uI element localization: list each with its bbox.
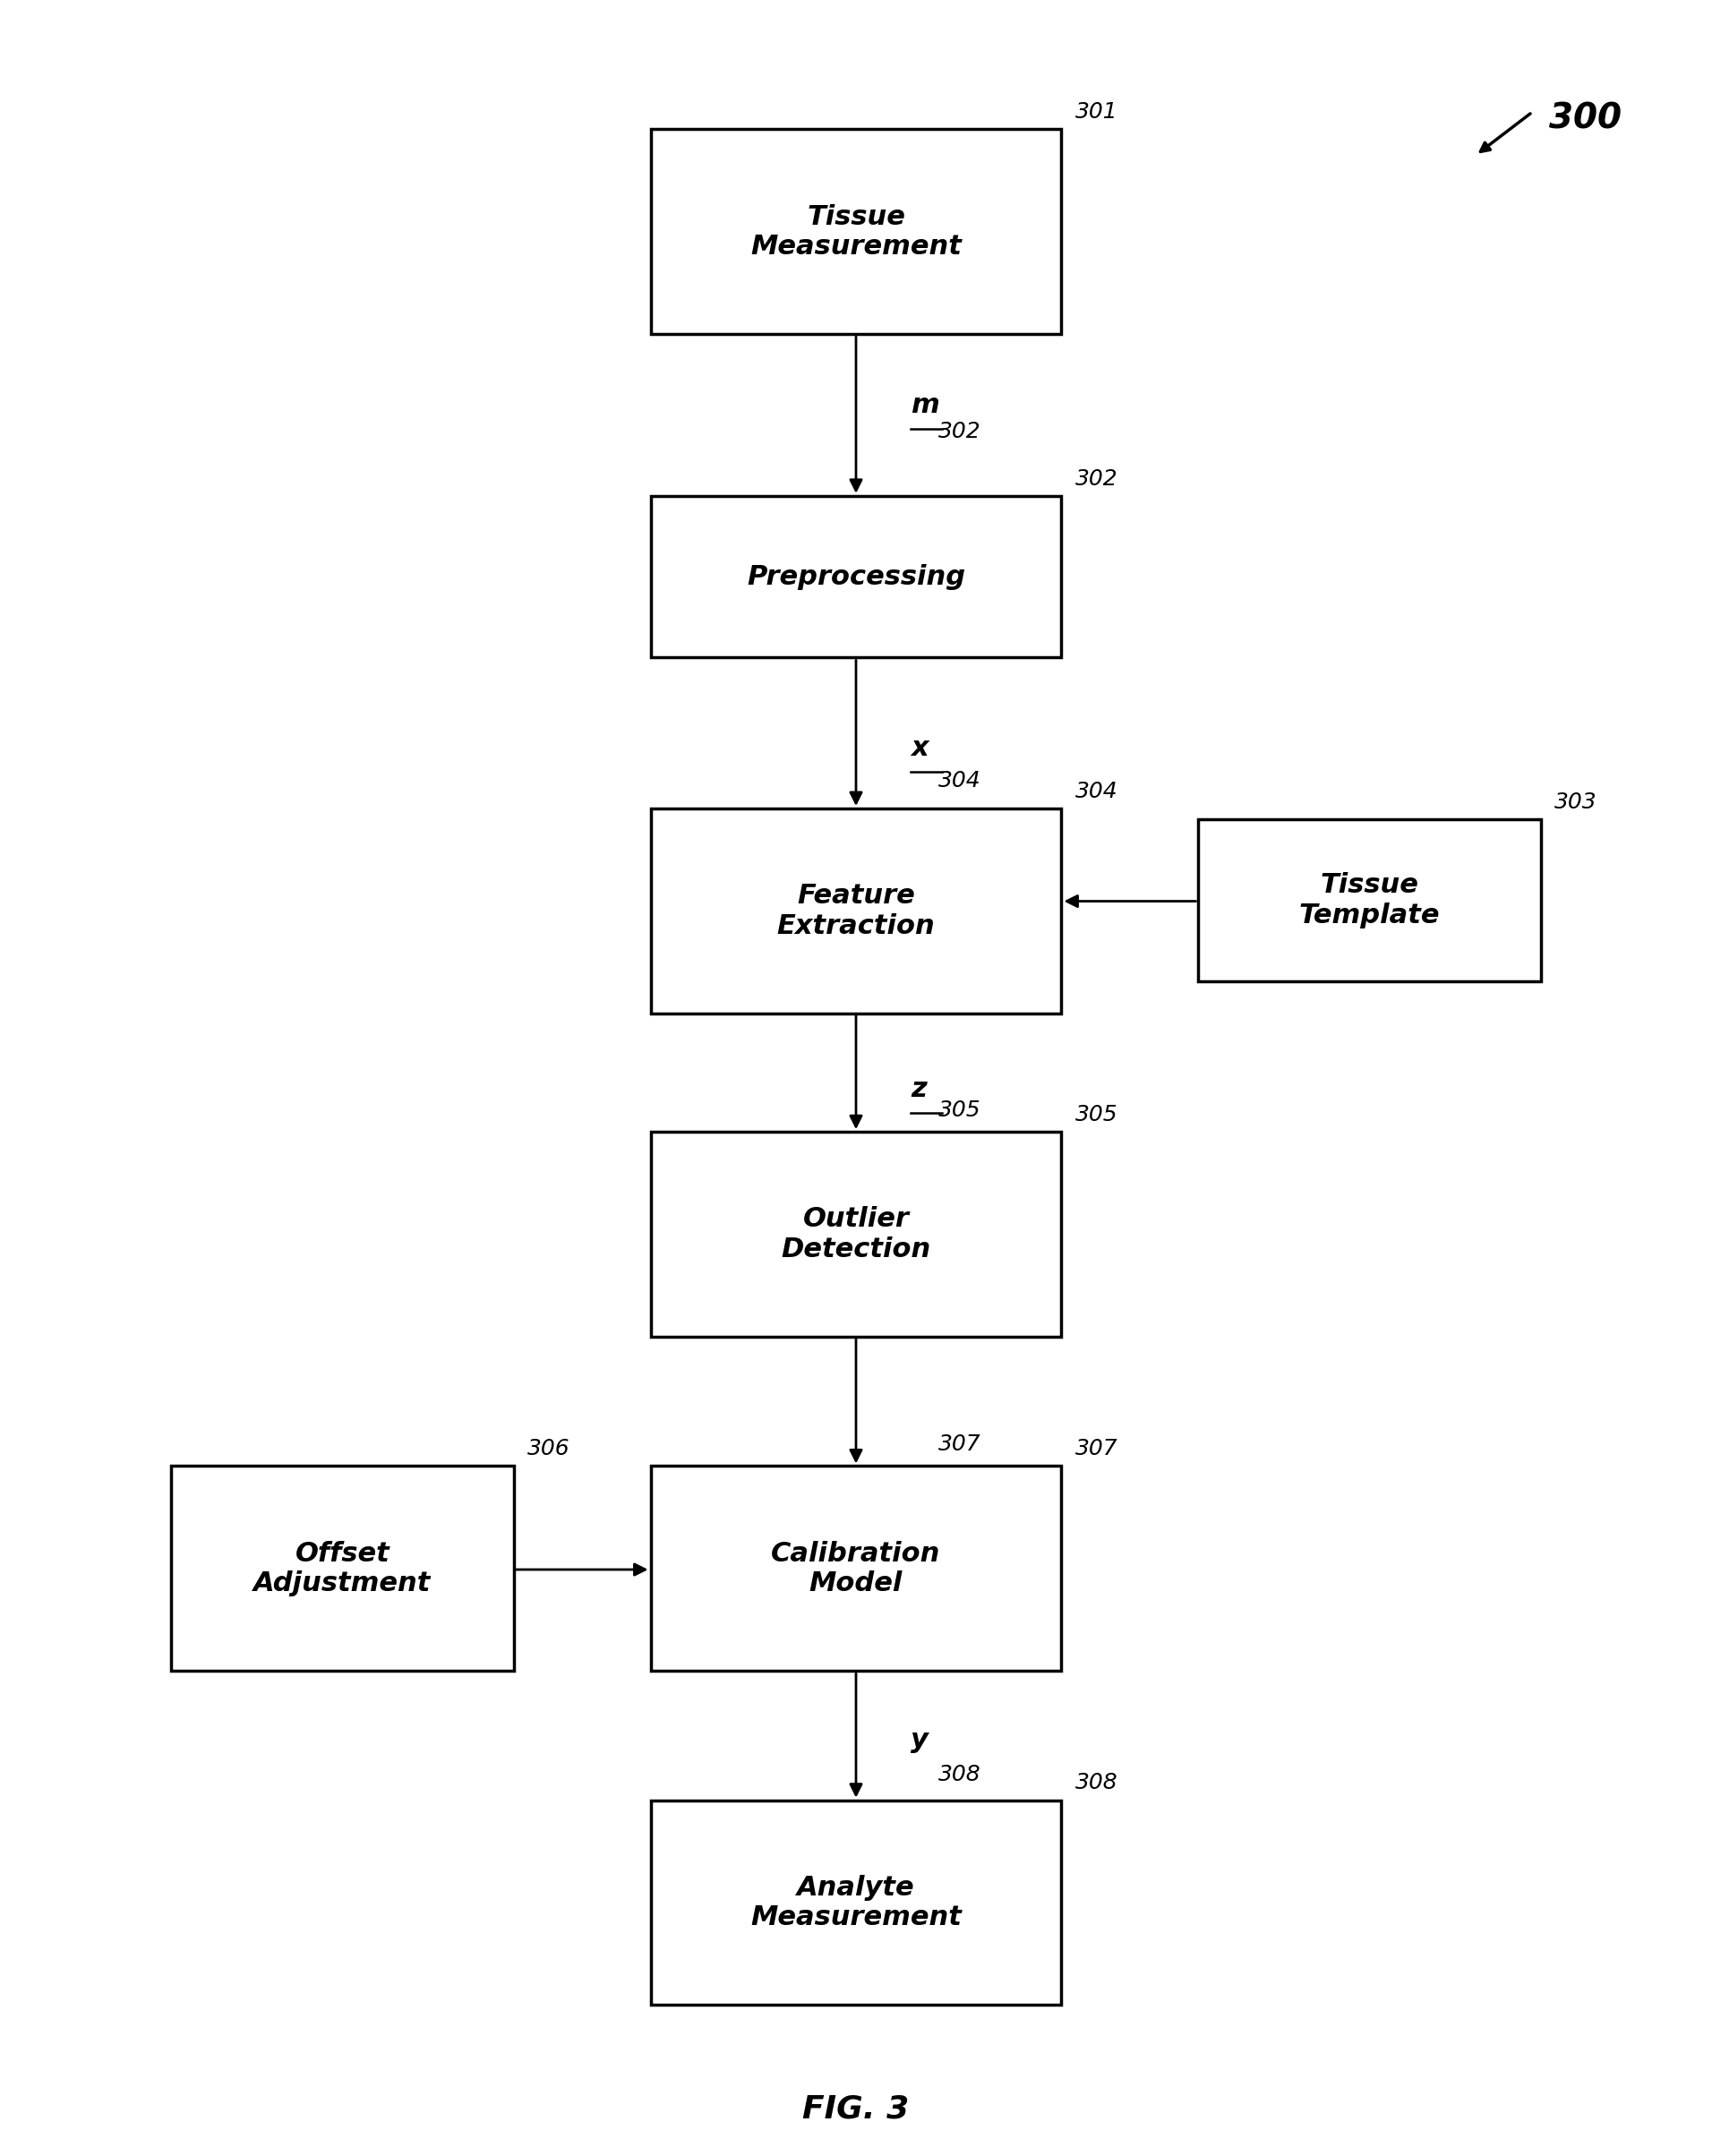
Text: m: m [911,392,940,418]
FancyBboxPatch shape [651,1466,1061,1671]
Text: 305: 305 [938,1100,981,1121]
FancyBboxPatch shape [651,496,1061,658]
Text: y: y [911,1727,928,1753]
Text: Analyte
Measurement: Analyte Measurement [750,1876,962,1930]
FancyBboxPatch shape [1198,819,1541,981]
Text: 302: 302 [938,420,981,442]
Text: 308: 308 [1075,1772,1118,1794]
Text: z: z [911,1076,926,1102]
Text: 307: 307 [1075,1438,1118,1460]
FancyBboxPatch shape [651,808,1061,1013]
Text: 308: 308 [938,1764,981,1785]
Text: Offset
Adjustment: Offset Adjustment [253,1542,431,1595]
Text: x: x [911,735,928,761]
FancyBboxPatch shape [651,1800,1061,2005]
Text: 307: 307 [938,1434,981,1455]
Text: Preprocessing: Preprocessing [746,563,966,591]
Text: 306: 306 [527,1438,570,1460]
Text: FIG. 3: FIG. 3 [803,2093,909,2124]
Text: 305: 305 [1075,1104,1118,1125]
Text: Feature
Extraction: Feature Extraction [777,884,935,938]
Text: 304: 304 [1075,780,1118,802]
Text: 303: 303 [1554,791,1597,813]
Text: Outlier
Detection: Outlier Detection [781,1207,931,1261]
Text: 304: 304 [938,770,981,791]
FancyBboxPatch shape [171,1466,514,1671]
FancyBboxPatch shape [651,1132,1061,1337]
Text: Tissue
Template: Tissue Template [1299,873,1440,927]
Text: 300: 300 [1549,101,1621,136]
Text: 302: 302 [1075,468,1118,489]
Text: Tissue
Measurement: Tissue Measurement [750,205,962,259]
FancyBboxPatch shape [651,129,1061,334]
Text: Calibration
Model: Calibration Model [770,1542,942,1595]
Text: 301: 301 [1075,101,1118,123]
